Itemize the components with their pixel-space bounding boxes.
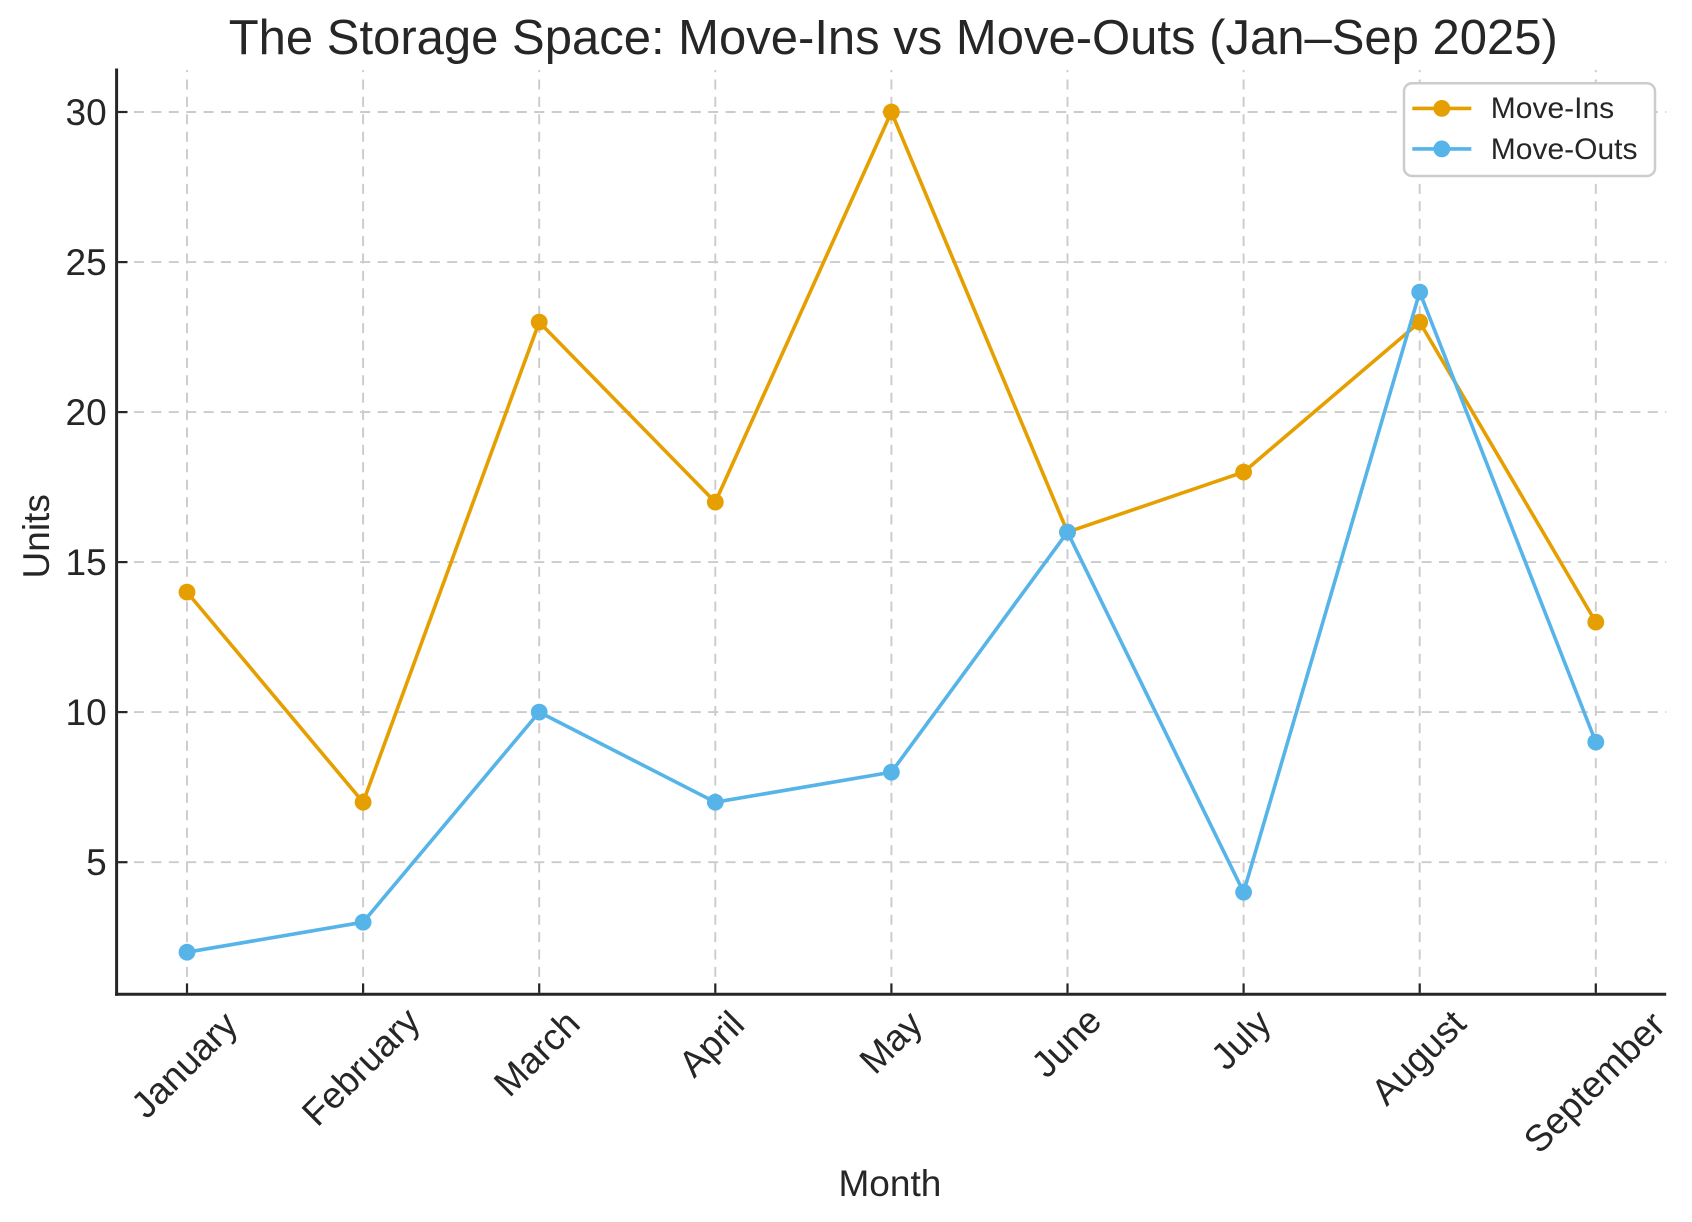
- svg-text:25: 25: [66, 242, 107, 283]
- svg-text:The Storage Space: Move-Ins vs: The Storage Space: Move-Ins vs Move-Outs…: [229, 11, 1558, 65]
- svg-text:Move-Outs: Move-Outs: [1491, 133, 1638, 166]
- svg-text:20: 20: [66, 392, 107, 433]
- svg-text:30: 30: [66, 92, 107, 133]
- svg-text:15: 15: [66, 542, 107, 583]
- svg-text:10: 10: [66, 692, 107, 733]
- svg-text:5: 5: [86, 842, 107, 883]
- svg-text:Month: Month: [838, 1163, 941, 1204]
- svg-text:Move-Ins: Move-Ins: [1491, 92, 1614, 125]
- svg-text:Units: Units: [16, 494, 57, 578]
